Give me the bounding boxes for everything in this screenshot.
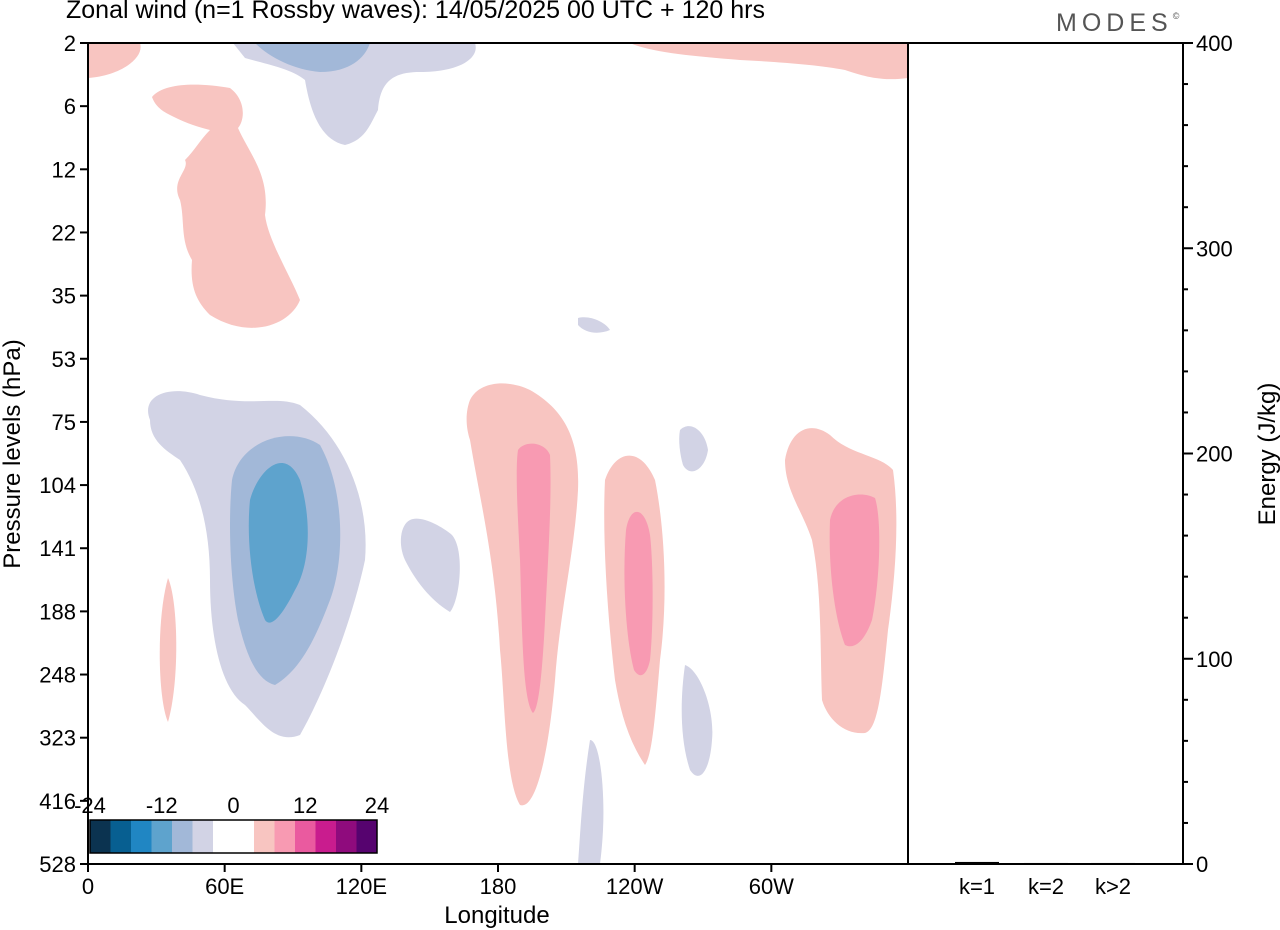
contour-top-negative-core xyxy=(255,43,370,72)
energy-bar xyxy=(1024,862,1068,864)
x-tick-label: 60W xyxy=(749,874,794,899)
y-tick-label: 323 xyxy=(39,726,76,751)
y-tick-label: 22 xyxy=(52,220,76,245)
colorbar-swatch xyxy=(315,820,336,853)
x-tick-label: 180 xyxy=(480,874,517,899)
y-tick-label: 6 xyxy=(64,94,76,119)
contour-upper-left-positive xyxy=(152,84,300,328)
y-tick-label: 188 xyxy=(39,599,76,624)
colorbar-swatch xyxy=(274,820,295,853)
x-tick-label: 120W xyxy=(606,874,664,899)
y-tick-label: 53 xyxy=(52,347,76,372)
contour-upper-left-positive xyxy=(88,43,141,78)
colorbar-swatch xyxy=(90,820,111,853)
contour-layer xyxy=(88,43,908,864)
x-axis: 0 60E 120E 180 120W 60W xyxy=(82,864,794,899)
colorbar-swatch xyxy=(192,820,213,853)
x-axis-label: Longitude xyxy=(444,902,549,929)
y-tick-label: 12 xyxy=(52,157,76,182)
y-tick-label: 416 xyxy=(39,789,76,814)
colorbar-swatch xyxy=(110,820,131,853)
contour-top-negative xyxy=(578,317,610,333)
energy-panel: 0 100 200 300 400 k=1 k=2 k>2 xyxy=(955,31,1233,899)
energy-bar xyxy=(1091,862,1135,864)
energy-category-label: k=2 xyxy=(1028,874,1064,899)
logo-mark: © xyxy=(1172,11,1180,21)
y-axis-label: Pressure levels (hPa) xyxy=(0,339,26,568)
energy-tick-label: 200 xyxy=(1196,442,1233,467)
y-axis: 2 6 12 22 35 53 75 104 141 188 248 323 416 528 xyxy=(39,31,88,877)
energy-tick-label: 300 xyxy=(1196,236,1233,261)
colorbar-label: 24 xyxy=(365,793,389,818)
colorbar-swatch xyxy=(295,820,316,853)
contour-top-negative xyxy=(233,43,476,145)
energy-tick-label: 0 xyxy=(1196,852,1208,877)
colorbar-swatch xyxy=(233,820,254,853)
logo-text: MODES xyxy=(1056,9,1173,37)
chart-title: Zonal wind (n=1 Rossby waves): 14/05/202… xyxy=(66,0,765,24)
contour-positive-60w-core xyxy=(829,494,880,647)
colorbar-swatch xyxy=(336,820,357,853)
energy-axis-label: Energy (J/kg) xyxy=(1254,383,1280,526)
x-tick-label: 0 xyxy=(82,874,94,899)
colorbar-label: 0 xyxy=(227,793,239,818)
colorbar-label: -24 xyxy=(74,793,106,818)
colorbar-frame xyxy=(89,819,378,854)
y-tick-label: 141 xyxy=(39,536,76,561)
modes-logo: MODES© xyxy=(1056,9,1179,38)
colorbar-label: 12 xyxy=(293,793,317,818)
colorbar-label: -12 xyxy=(146,793,178,818)
colorbar-swatch xyxy=(151,820,172,853)
contour-positive-180-core xyxy=(516,443,551,713)
contour-top-negative xyxy=(400,518,460,612)
y-tick-label: 75 xyxy=(52,410,76,435)
colorbar-swatch xyxy=(254,820,275,853)
y-tick-label: 104 xyxy=(39,473,76,498)
energy-tick-label: 400 xyxy=(1196,31,1233,56)
y-tick-label: 528 xyxy=(39,852,76,877)
energy-plot-frame xyxy=(907,42,1184,865)
y-tick-label: 2 xyxy=(64,31,76,56)
colorbar-swatch xyxy=(172,820,193,853)
energy-bar xyxy=(955,861,999,864)
energy-category-label: k>2 xyxy=(1095,874,1131,899)
colorbar-swatch xyxy=(131,820,152,853)
x-tick-label: 120E xyxy=(336,874,387,899)
y-tick-label: 248 xyxy=(39,663,76,688)
colorbar-swatch xyxy=(213,820,234,853)
contour-top-right-positive xyxy=(630,43,908,80)
energy-tick-label: 100 xyxy=(1196,647,1233,672)
contour-top-negative xyxy=(578,740,604,864)
colorbar-swatch xyxy=(356,820,377,853)
contour-negative-60e-core xyxy=(248,462,308,623)
x-tick-label: 60E xyxy=(205,874,244,899)
contour-upper-left-positive xyxy=(159,578,177,722)
contour-top-negative xyxy=(679,426,708,472)
contour-positive-120w-core xyxy=(624,511,653,676)
colorbar: -24 -12 0 12 24 xyxy=(74,788,389,860)
y-tick-label: 35 xyxy=(52,284,76,309)
energy-category-label: k=1 xyxy=(959,874,995,899)
contour-top-negative xyxy=(681,665,713,776)
